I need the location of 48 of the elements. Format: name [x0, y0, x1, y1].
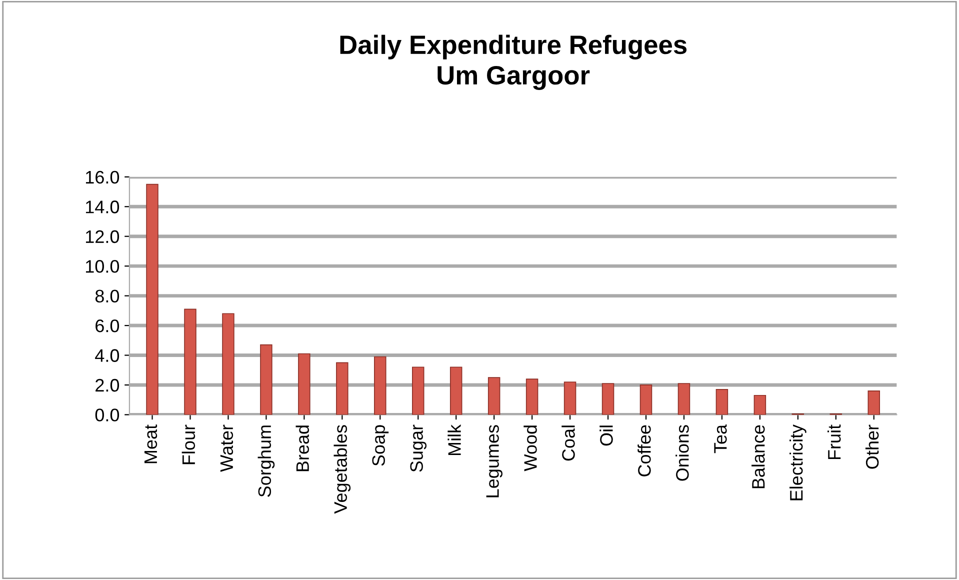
x-tick-label: Flour — [182, 424, 196, 464]
bar — [564, 382, 576, 415]
x-tick-label: Fruit — [827, 424, 841, 460]
bar — [602, 383, 614, 415]
x-tick-label: Other — [865, 424, 879, 469]
x-tick-label: Sugar — [410, 424, 427, 472]
bar — [640, 384, 652, 415]
x-tick-label: Onions — [676, 425, 689, 481]
y-tick-label: 12.0 — [86, 230, 120, 244]
y-tick-label: 6.0 — [96, 319, 120, 332]
bar — [450, 366, 462, 415]
bar — [222, 313, 234, 415]
x-tick-label: Tea — [714, 424, 727, 454]
y-tick-label: 0.0 — [95, 408, 120, 422]
x-tick-label: Legumes — [486, 425, 502, 498]
y-tick-label: 14.0 — [86, 200, 120, 214]
y-tick-label: 10.0 — [86, 260, 120, 273]
x-tick-label: Wood — [524, 426, 537, 472]
x-tick-label: Coffee — [638, 425, 651, 476]
x-tick-label: Bread — [296, 426, 310, 472]
bar — [754, 394, 766, 415]
bar — [336, 362, 348, 415]
bar — [298, 353, 310, 415]
x-tick-label: Electricity — [790, 424, 806, 500]
bar — [488, 377, 500, 415]
x-tick-label: Soap — [372, 425, 389, 466]
bar — [412, 366, 424, 415]
y-tick-label: 2.0 — [96, 378, 120, 392]
y-tick-label: 16.0 — [86, 170, 120, 184]
bar — [678, 383, 690, 415]
y-tick-label: 4.0 — [95, 349, 120, 362]
x-tick-label: Sorghum — [258, 426, 275, 497]
bar — [184, 308, 196, 415]
x-tick-label: Coal — [562, 426, 575, 461]
x-tick-label: Meat — [144, 424, 158, 464]
x-tick-label: Vegetables — [334, 425, 351, 514]
bar — [374, 356, 386, 415]
chart-title: Daily Expenditure Refugees Um Gargoor — [340, 34, 687, 90]
bar — [868, 390, 880, 415]
bar — [526, 378, 538, 415]
bar — [716, 389, 728, 415]
bar — [146, 184, 158, 415]
x-tick-label: Milk — [448, 424, 461, 456]
y-tick-label: 8.0 — [95, 290, 120, 303]
x-tick-label: Oil — [600, 426, 613, 446]
x-tick-label: Water — [220, 424, 234, 472]
x-tick-label: Balance — [752, 425, 765, 488]
bar — [260, 344, 272, 415]
